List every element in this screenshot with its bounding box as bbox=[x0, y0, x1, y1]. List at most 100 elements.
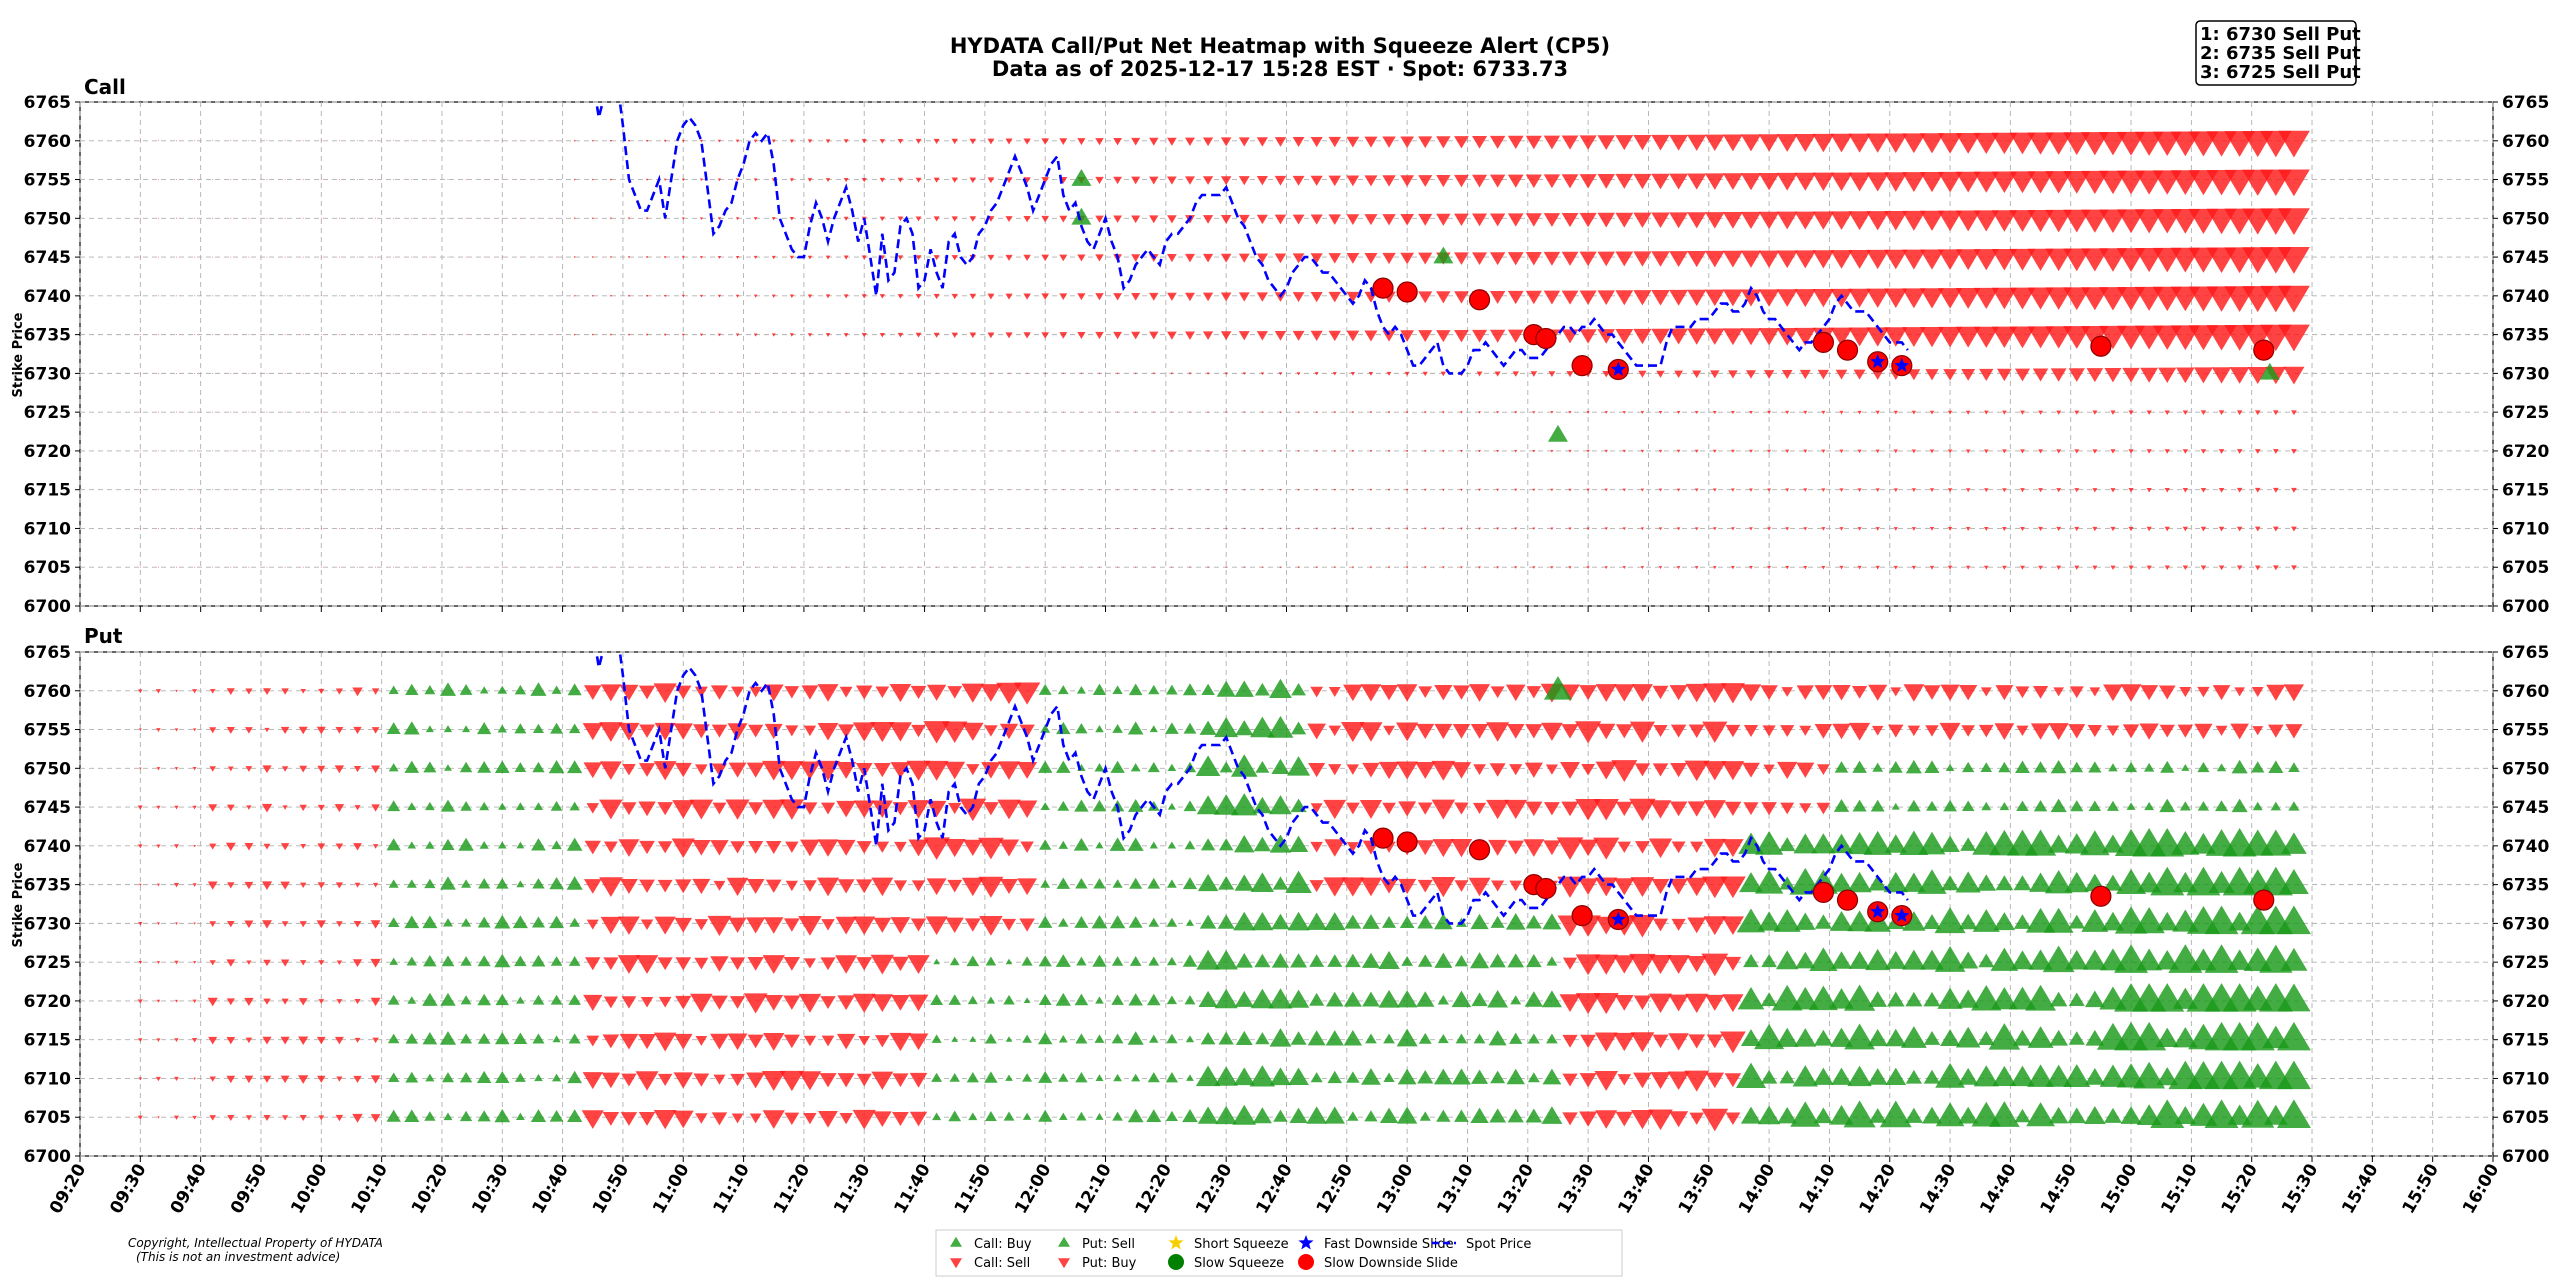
put-heat-marker bbox=[908, 839, 929, 857]
call-heat-marker bbox=[628, 489, 630, 491]
put-heat-marker bbox=[1362, 991, 1380, 1007]
put-heat-marker bbox=[2140, 685, 2159, 701]
put-heat-marker bbox=[1780, 802, 1795, 815]
put-heat-marker bbox=[244, 997, 254, 1006]
call-heat-marker bbox=[1152, 411, 1155, 414]
put-heat-marker bbox=[1001, 918, 1017, 931]
call-heat-marker bbox=[1364, 136, 1378, 148]
put-heat-marker bbox=[1977, 1030, 1995, 1045]
call-heat-marker bbox=[881, 566, 883, 568]
call-heat-marker bbox=[1207, 450, 1209, 452]
call-heat-marker bbox=[2200, 526, 2207, 532]
call-heat-marker bbox=[863, 566, 865, 568]
put-heat-marker bbox=[440, 992, 456, 1006]
put-heat-marker bbox=[1197, 1106, 1219, 1124]
call-heat-marker bbox=[663, 139, 667, 143]
put-heat-marker bbox=[1468, 877, 1491, 897]
call-heat-marker bbox=[1080, 450, 1083, 452]
call-heat-marker bbox=[1947, 449, 1953, 454]
call-heat-marker bbox=[175, 411, 178, 413]
put-heat-marker bbox=[621, 1073, 637, 1087]
call-heat-marker bbox=[2182, 449, 2189, 454]
call-heat-marker bbox=[591, 140, 594, 142]
put-heat-marker bbox=[2048, 723, 2069, 741]
call-heat-marker bbox=[699, 294, 703, 298]
call-heat-marker bbox=[1875, 488, 1880, 492]
call-heat-marker bbox=[1712, 488, 1717, 492]
call-heat-marker bbox=[773, 450, 775, 452]
put-heat-marker bbox=[963, 839, 983, 857]
legend-spot-price-label: Spot Price bbox=[1466, 1237, 1531, 1252]
call-heat-marker bbox=[1514, 449, 1518, 453]
put-heat-marker bbox=[1095, 841, 1104, 849]
call-heat-marker bbox=[954, 566, 956, 568]
call-heat-marker bbox=[735, 178, 740, 182]
put-heat-marker bbox=[926, 878, 947, 896]
call-heat-marker bbox=[519, 450, 521, 452]
call-heat-marker bbox=[266, 295, 268, 297]
put-heat-marker bbox=[1095, 996, 1104, 1004]
put-heat-marker bbox=[1165, 1110, 1178, 1122]
put-heat-marker bbox=[1649, 800, 1672, 819]
call-heat-marker bbox=[2045, 248, 2073, 272]
call-heat-marker bbox=[284, 528, 286, 530]
call-heat-marker bbox=[1705, 173, 1725, 190]
put-heat-marker bbox=[1561, 724, 1579, 739]
put-heat-marker bbox=[1437, 994, 1450, 1005]
call-heat-marker bbox=[2027, 248, 2054, 271]
call-heat-marker bbox=[1893, 449, 1898, 454]
call-heat-marker bbox=[1694, 411, 1699, 415]
put-heat-marker bbox=[1234, 680, 1254, 697]
call-heat-marker bbox=[2045, 171, 2073, 194]
put-heat-marker bbox=[933, 958, 940, 965]
put-heat-marker bbox=[261, 881, 273, 890]
call-heat-marker bbox=[1550, 449, 1554, 453]
put-heat-marker bbox=[1721, 916, 1745, 936]
call-heat-marker bbox=[1077, 138, 1086, 146]
call-heat-marker bbox=[411, 256, 413, 258]
call-heat-marker bbox=[610, 528, 612, 530]
call-heat-marker bbox=[1131, 331, 1141, 340]
call-heat-marker bbox=[573, 295, 576, 297]
call-heat-marker bbox=[809, 373, 811, 375]
put-heat-marker bbox=[1524, 762, 1543, 778]
put-heat-marker bbox=[931, 1072, 943, 1082]
put-heat-marker bbox=[2173, 1026, 2198, 1048]
put-heat-marker bbox=[710, 956, 729, 972]
put-heat-marker bbox=[280, 726, 290, 735]
put-heat-marker bbox=[1271, 913, 1290, 930]
call-heat-marker bbox=[2200, 449, 2207, 454]
put-heat-marker bbox=[748, 724, 764, 738]
call-heat-marker bbox=[2009, 248, 2036, 271]
put-heat-marker bbox=[1473, 1033, 1486, 1044]
put-heat-marker bbox=[1991, 987, 2018, 1010]
put-heat-marker bbox=[1037, 760, 1053, 773]
put-heat-marker bbox=[1417, 914, 1434, 929]
put-heat-marker bbox=[835, 916, 857, 935]
put-heat-marker bbox=[943, 839, 966, 858]
put-heat-marker bbox=[2033, 761, 2048, 773]
put-heat-marker bbox=[2015, 686, 2030, 699]
put-heat-marker bbox=[1454, 1109, 1469, 1122]
put-heat-marker bbox=[1166, 879, 1177, 888]
put-heat-marker bbox=[1112, 1111, 1123, 1121]
call-heat-marker bbox=[555, 528, 558, 530]
put-heat-marker bbox=[966, 955, 980, 967]
call-heat-marker bbox=[2092, 488, 2098, 493]
put-heat-marker bbox=[728, 917, 747, 933]
call-heat-marker bbox=[374, 179, 377, 181]
call-heat-marker bbox=[1507, 290, 1524, 305]
call-heat-marker bbox=[302, 450, 304, 452]
put-heat-marker bbox=[2080, 830, 2110, 856]
put-heat-marker bbox=[1668, 1033, 1689, 1051]
call-heat-marker bbox=[302, 295, 304, 297]
put-heat-marker bbox=[300, 689, 306, 694]
call-heat-marker bbox=[610, 566, 612, 568]
put-heat-marker bbox=[1575, 954, 1601, 976]
call-buy-marker bbox=[1071, 169, 1092, 186]
put-heat-marker bbox=[1306, 912, 1328, 930]
put-heat-marker bbox=[1754, 830, 1784, 855]
call-heat-marker bbox=[1454, 329, 1469, 343]
put-heat-marker bbox=[653, 761, 677, 781]
call-heat-marker bbox=[411, 528, 413, 530]
